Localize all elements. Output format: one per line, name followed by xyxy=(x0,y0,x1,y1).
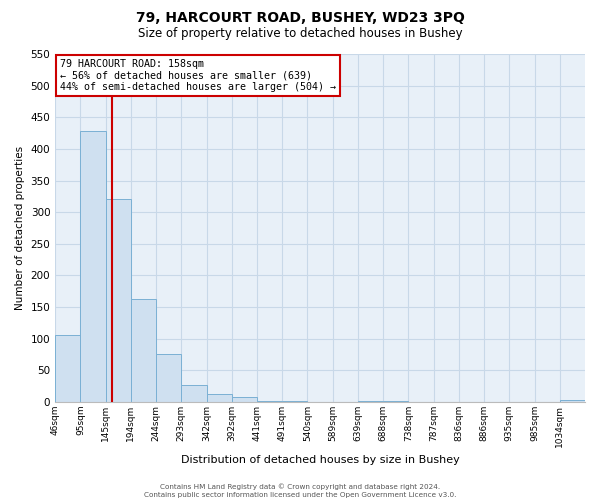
Text: 79, HARCOURT ROAD, BUSHEY, WD23 3PQ: 79, HARCOURT ROAD, BUSHEY, WD23 3PQ xyxy=(136,11,464,25)
Bar xyxy=(206,394,232,402)
Bar xyxy=(358,400,383,402)
X-axis label: Distribution of detached houses by size in Bushey: Distribution of detached houses by size … xyxy=(181,455,460,465)
Bar xyxy=(55,336,80,402)
Bar xyxy=(257,400,282,402)
Text: Contains HM Land Registry data © Crown copyright and database right 2024.
Contai: Contains HM Land Registry data © Crown c… xyxy=(144,484,456,498)
Bar xyxy=(232,398,257,402)
Bar xyxy=(181,385,206,402)
Bar xyxy=(106,200,131,402)
Bar xyxy=(80,131,106,402)
Text: 79 HARCOURT ROAD: 158sqm
← 56% of detached houses are smaller (639)
44% of semi-: 79 HARCOURT ROAD: 158sqm ← 56% of detach… xyxy=(61,59,337,92)
Text: Size of property relative to detached houses in Bushey: Size of property relative to detached ho… xyxy=(137,28,463,40)
Y-axis label: Number of detached properties: Number of detached properties xyxy=(15,146,25,310)
Bar xyxy=(156,354,181,402)
Bar xyxy=(131,300,156,402)
Bar xyxy=(560,400,585,402)
